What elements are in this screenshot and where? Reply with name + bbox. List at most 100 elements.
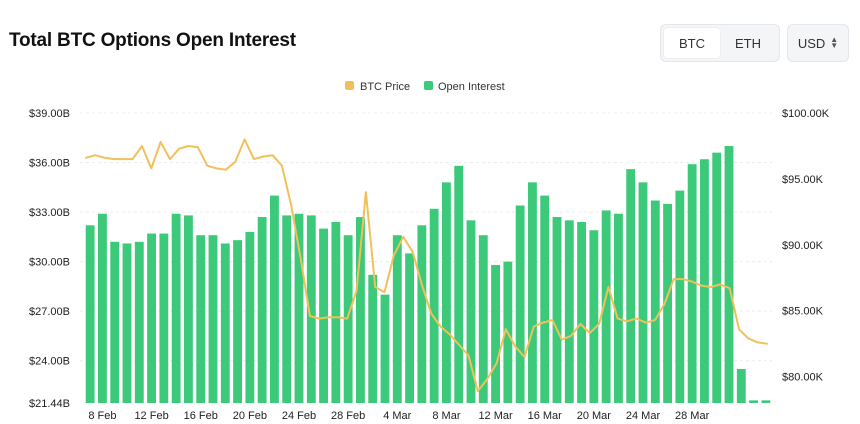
open-interest-bar (638, 182, 648, 403)
open-interest-bar (98, 213, 107, 403)
tab-eth[interactable]: ETH (735, 35, 761, 51)
open-interest-bar (564, 220, 574, 403)
btc-price-line (85, 138, 768, 393)
open-interest-bar (282, 215, 292, 403)
open-interest-bar (687, 164, 697, 403)
open-interest-bar (122, 243, 132, 403)
x-tick-label: 20 Mar (577, 410, 612, 422)
open-interest-bar (700, 159, 709, 403)
open-interest-bar (306, 215, 316, 403)
open-interest-bar (454, 165, 464, 403)
tab-btc[interactable]: BTC (664, 28, 720, 58)
open-interest-bar (466, 220, 476, 403)
open-interest-bar (171, 213, 181, 403)
x-tick-label: 20 Feb (233, 410, 267, 422)
open-interest-bar (134, 241, 144, 403)
y-left-tick-label: $30.00B (29, 257, 70, 269)
x-tick-label: 24 Feb (282, 410, 316, 422)
x-tick-label: 8 Mar (432, 410, 460, 422)
open-interest-bar (515, 205, 525, 403)
y-axis-right: $100.00K $95.00K $90.00K $85.00K $80.00K (782, 108, 830, 384)
open-interest-bar (601, 210, 611, 403)
open-interest-bar (761, 400, 771, 403)
open-interest-bar (294, 213, 304, 403)
open-interest-bar (110, 241, 120, 403)
legend-swatch-open-interest (424, 81, 433, 90)
open-interest-bar (208, 235, 218, 403)
y-left-tick-label: $27.00B (29, 306, 70, 318)
y-left-tick-label: $39.00B (29, 108, 70, 120)
open-interest-bar (356, 217, 365, 403)
page-title: Total BTC Options Open Interest (9, 30, 296, 51)
open-interest-bar (85, 225, 95, 403)
open-interest-bar (614, 213, 623, 403)
open-interest-bar (405, 253, 414, 403)
y-right-tick-label: $95.00K (782, 174, 824, 186)
open-interest-bar (196, 235, 206, 403)
open-interest-bar (491, 264, 500, 403)
x-tick-label: 12 Mar (478, 410, 513, 422)
legend-item-open-interest[interactable]: Open Interest (424, 81, 505, 93)
open-interest-bar (331, 221, 341, 403)
open-interest-bar (650, 200, 660, 403)
y-left-tick-label: $21.44B (29, 398, 70, 410)
chevron-updown-icon: ▲ ▼ (830, 35, 839, 50)
open-interest-bar (540, 195, 550, 403)
open-interest-bar (417, 225, 427, 403)
legend-item-price[interactable]: BTC Price (345, 81, 410, 93)
open-interest-bar (528, 182, 537, 403)
y-right-tick-label: $80.00K (782, 372, 824, 384)
x-axis: 8 Feb 12 Feb 16 Feb 20 Feb 24 Feb 28 Feb 4 Mar… (88, 410, 709, 422)
legend-label-price: BTC Price (360, 81, 410, 93)
x-tick-label: 28 Feb (331, 410, 365, 422)
open-interest-bar (663, 203, 672, 403)
x-tick-label: 28 Mar (675, 410, 710, 422)
open-interest-bar (245, 231, 255, 403)
y-right-tick-label: $90.00K (782, 240, 824, 252)
x-tick-label: 16 Feb (184, 410, 218, 422)
open-interest-bar (233, 240, 242, 403)
open-interest-bar (442, 182, 451, 403)
open-interest-bar (392, 235, 402, 403)
open-interest-bar (749, 400, 758, 403)
x-tick-label: 8 Feb (88, 410, 116, 422)
open-interest-bar (675, 190, 685, 403)
open-interest-bar (626, 169, 636, 403)
legend-label-open-interest: Open Interest (438, 81, 505, 93)
open-interest-bar (343, 235, 353, 403)
open-interest-bar (220, 243, 230, 403)
x-tick-label: 16 Mar (528, 410, 563, 422)
open-interest-bar (257, 217, 267, 403)
x-tick-label: 24 Mar (626, 410, 661, 422)
open-interest-bar (368, 274, 378, 403)
open-interest-bar (478, 235, 488, 403)
x-tick-label: 12 Feb (134, 410, 168, 422)
y-right-tick-label: $85.00K (782, 306, 824, 318)
open-interest-bar (429, 208, 439, 403)
open-interest-bar (319, 228, 328, 403)
open-interest-bar (147, 233, 156, 403)
y-left-tick-label: $33.00B (29, 207, 70, 219)
open-interest-bar (552, 217, 562, 403)
x-tick-label: 4 Mar (383, 410, 411, 422)
y-axis-left: $39.00B $36.00B $33.00B $30.00B $27.00B $24.0… (29, 108, 70, 410)
open-interest-bar (184, 215, 193, 403)
currency-select[interactable]: USD ▲ ▼ (787, 24, 849, 62)
y-left-tick-label: $24.00B (29, 356, 70, 368)
open-interest-bar (270, 195, 279, 403)
y-left-tick-label: $36.00B (29, 158, 70, 170)
open-interest-bar (589, 230, 599, 403)
asset-toggle: BTC ETH (660, 24, 780, 62)
legend-swatch-price (345, 81, 354, 90)
open-interest-bar (577, 221, 586, 403)
y-right-tick-label: $100.00K (782, 108, 830, 120)
currency-select-value: USD (797, 35, 826, 51)
open-interest-bar (380, 294, 390, 403)
open-interest-bar (724, 146, 734, 404)
legend: BTC Price Open Interest (345, 81, 505, 93)
open-interest-bars (85, 146, 771, 404)
open-interest-bar (712, 152, 722, 403)
open-interest-bar (736, 368, 746, 403)
open-interest-bar (159, 233, 169, 403)
